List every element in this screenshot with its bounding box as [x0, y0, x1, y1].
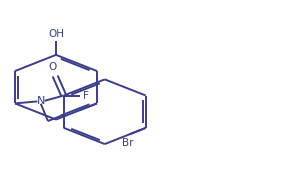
Text: Br: Br: [123, 138, 134, 148]
Text: OH: OH: [48, 29, 64, 39]
Text: F: F: [83, 91, 89, 101]
Text: N: N: [37, 96, 45, 106]
Text: O: O: [48, 62, 56, 72]
